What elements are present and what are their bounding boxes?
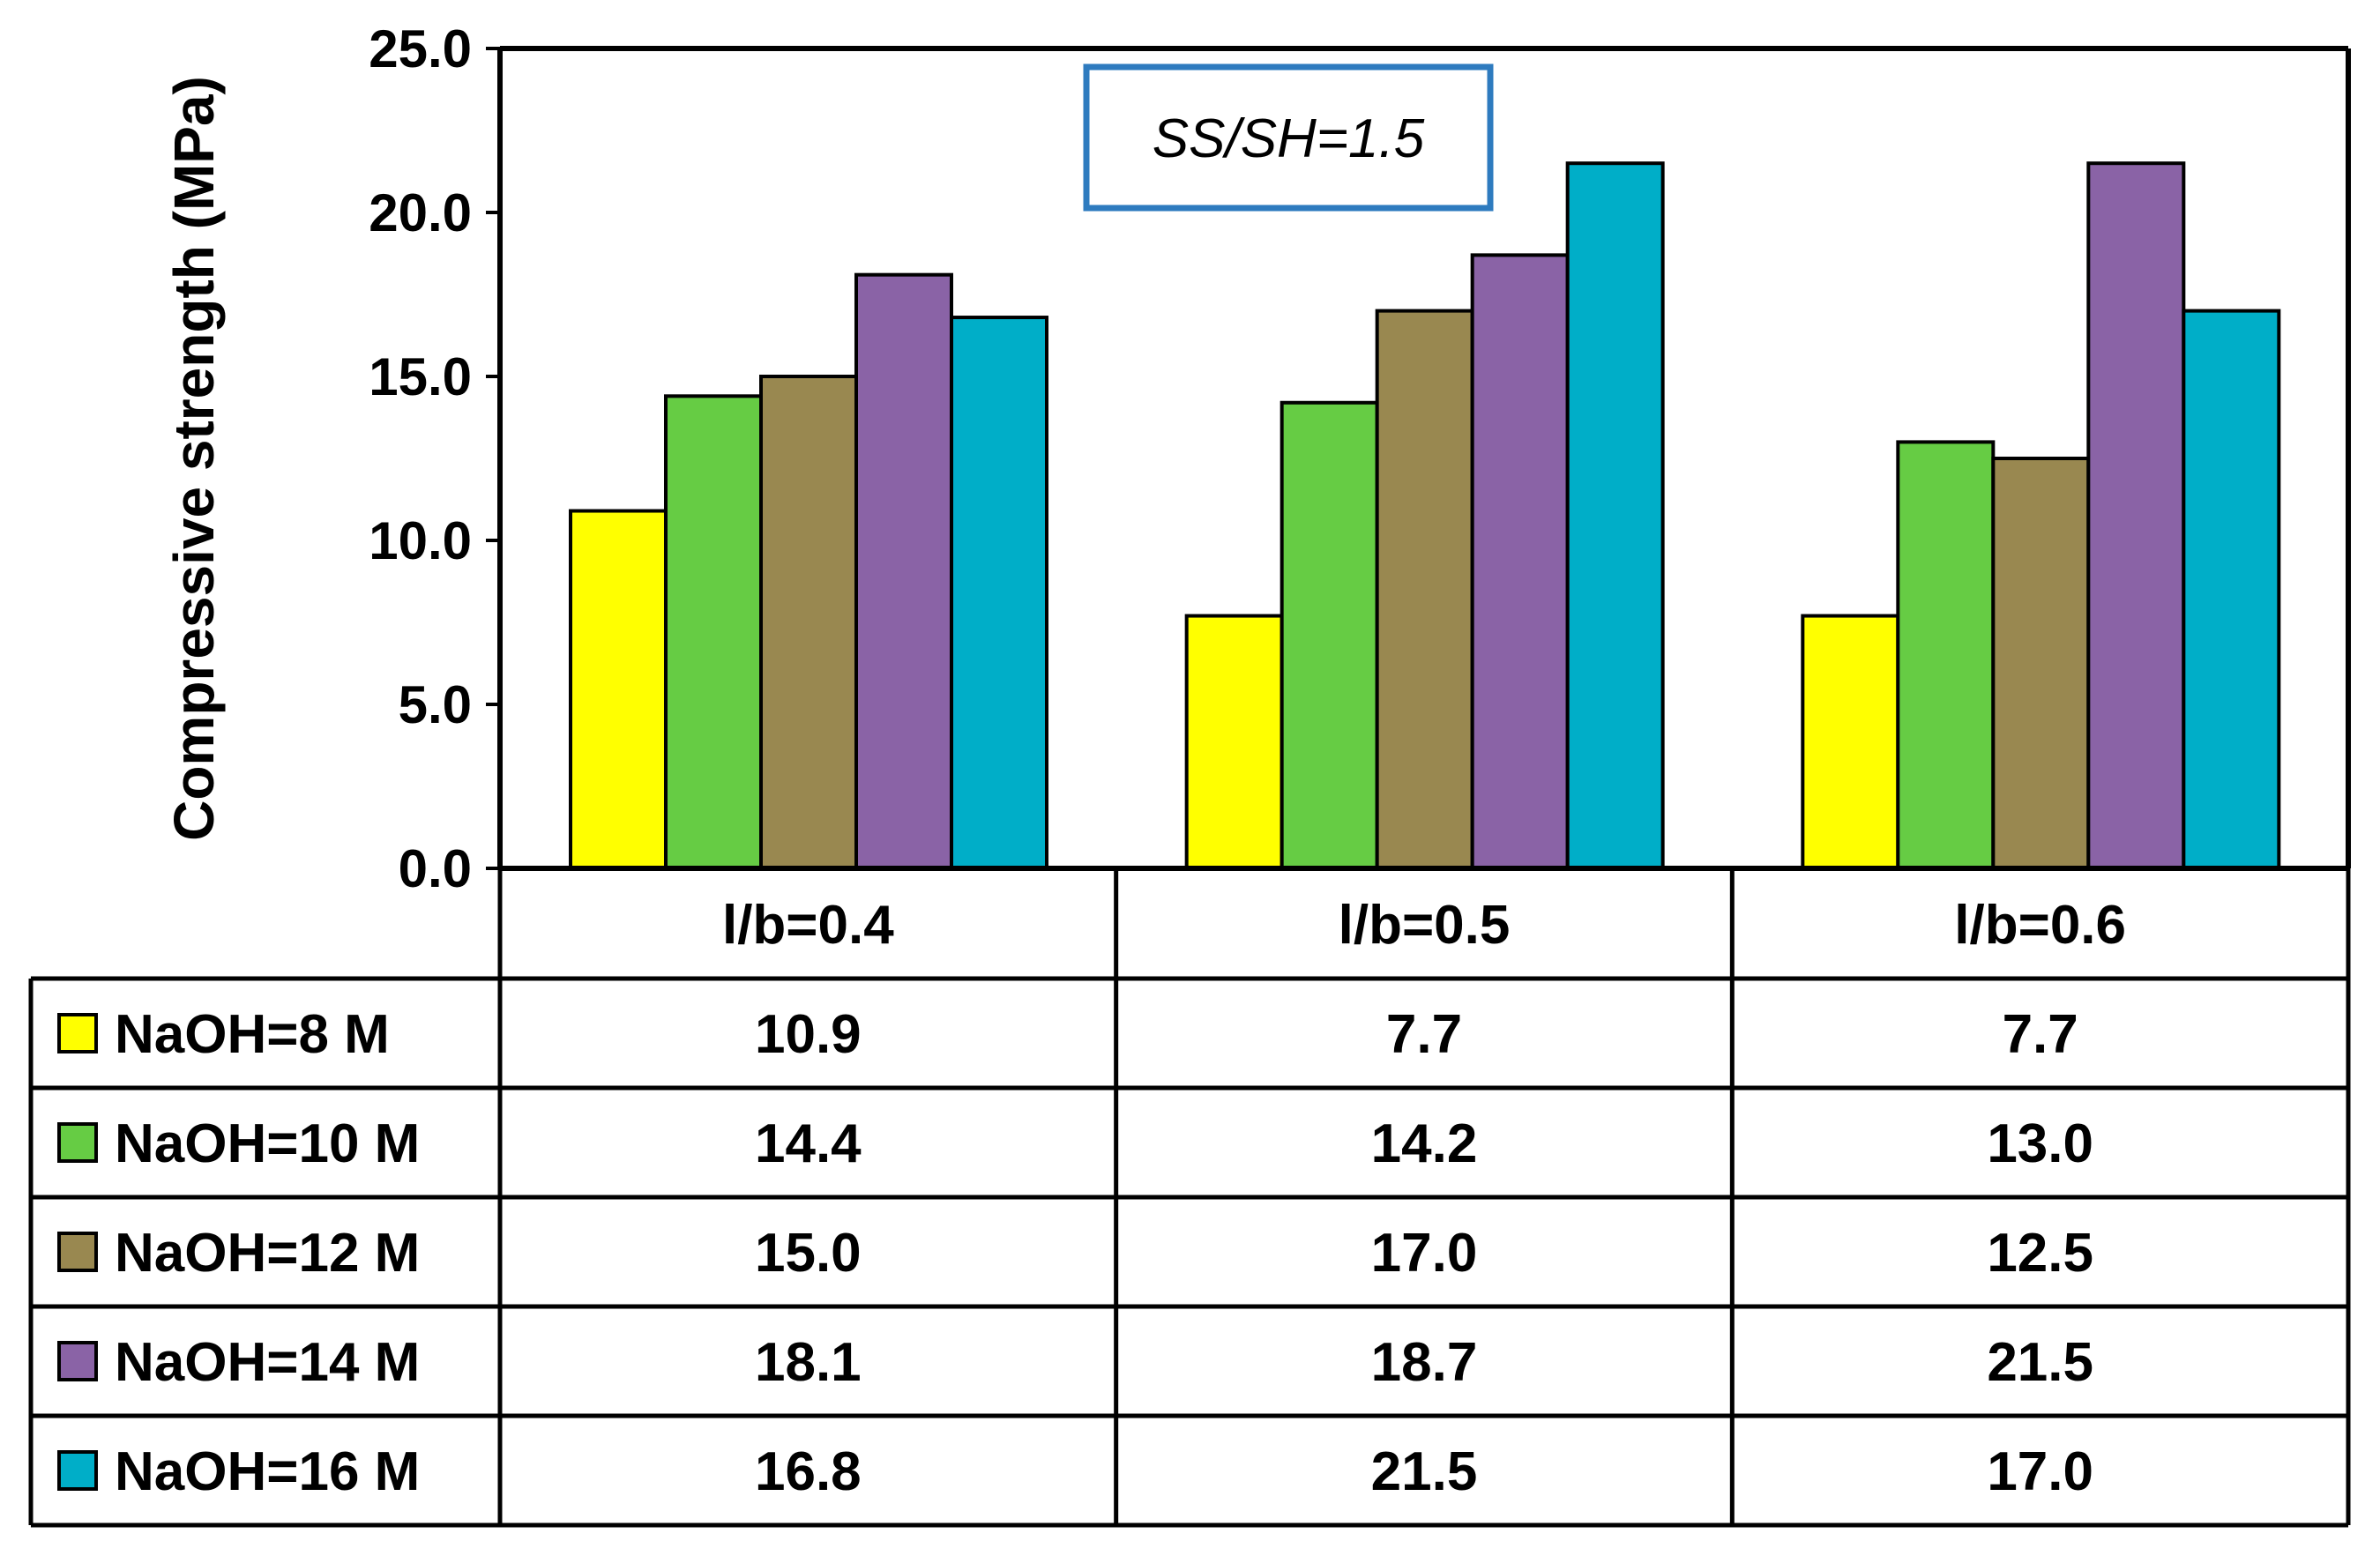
legend-label: NaOH=10 M <box>115 1113 420 1174</box>
x-category-label: l/b=0.4 <box>722 895 894 956</box>
y-tick-label: 5.0 <box>399 675 472 734</box>
bar <box>1184 614 1284 870</box>
legend-label: NaOH=14 M <box>115 1332 420 1393</box>
data-label: 18.1 <box>755 1332 862 1393</box>
legend-label: NaOH=16 M <box>115 1441 420 1502</box>
data-label: 21.5 <box>1987 1332 2093 1393</box>
bar <box>2182 309 2281 871</box>
bar <box>1280 400 1379 870</box>
bar <box>854 272 953 870</box>
bar <box>1565 161 1665 870</box>
data-label: 15.0 <box>755 1223 862 1284</box>
bar <box>664 394 763 870</box>
legend-swatch <box>57 1341 98 1381</box>
bar <box>569 509 668 871</box>
data-label: 10.9 <box>755 1004 862 1065</box>
y-tick-label: 10.0 <box>369 511 472 570</box>
data-label: 14.4 <box>755 1113 862 1174</box>
bar <box>1470 253 1570 870</box>
bar <box>2086 161 2186 870</box>
data-label: 16.8 <box>755 1441 862 1502</box>
data-label: 12.5 <box>1987 1223 2093 1284</box>
legend-label: NaOH=12 M <box>115 1223 420 1284</box>
y-axis-title: Compressive strength (MPa) <box>162 76 226 841</box>
data-label: 21.5 <box>1371 1441 1478 1502</box>
bar <box>759 375 858 870</box>
data-label: 13.0 <box>1987 1113 2093 1174</box>
y-tick-label: 0.0 <box>399 839 472 898</box>
data-label: 17.0 <box>1987 1441 2093 1502</box>
data-label: 7.7 <box>2003 1004 2078 1065</box>
annotation-text: SS/SH=1.5 <box>1153 108 1425 169</box>
bar <box>1375 309 1474 871</box>
x-category-label: l/b=0.6 <box>1954 895 2126 956</box>
bar <box>950 316 1048 871</box>
legend-swatch <box>57 1450 98 1491</box>
legend-swatch <box>57 1122 98 1163</box>
y-tick-label: 25.0 <box>369 19 472 78</box>
x-category-label: l/b=0.5 <box>1339 895 1511 956</box>
annotation-box: SS/SH=1.5 <box>1083 63 1494 212</box>
legend-label: NaOH=8 M <box>115 1004 390 1065</box>
bar <box>1991 457 2091 870</box>
y-tick-label: 20.0 <box>369 183 472 242</box>
bar <box>1896 440 1996 870</box>
annotation-border <box>1083 63 1494 212</box>
y-tick-label: 15.0 <box>369 347 472 406</box>
data-label: 17.0 <box>1371 1223 1478 1284</box>
data-label: 7.7 <box>1386 1004 1462 1065</box>
data-label: 18.7 <box>1371 1332 1478 1393</box>
bar <box>1801 614 1900 870</box>
legend-swatch <box>57 1232 98 1272</box>
data-label: 14.2 <box>1371 1113 1478 1174</box>
legend-swatch <box>57 1013 98 1053</box>
